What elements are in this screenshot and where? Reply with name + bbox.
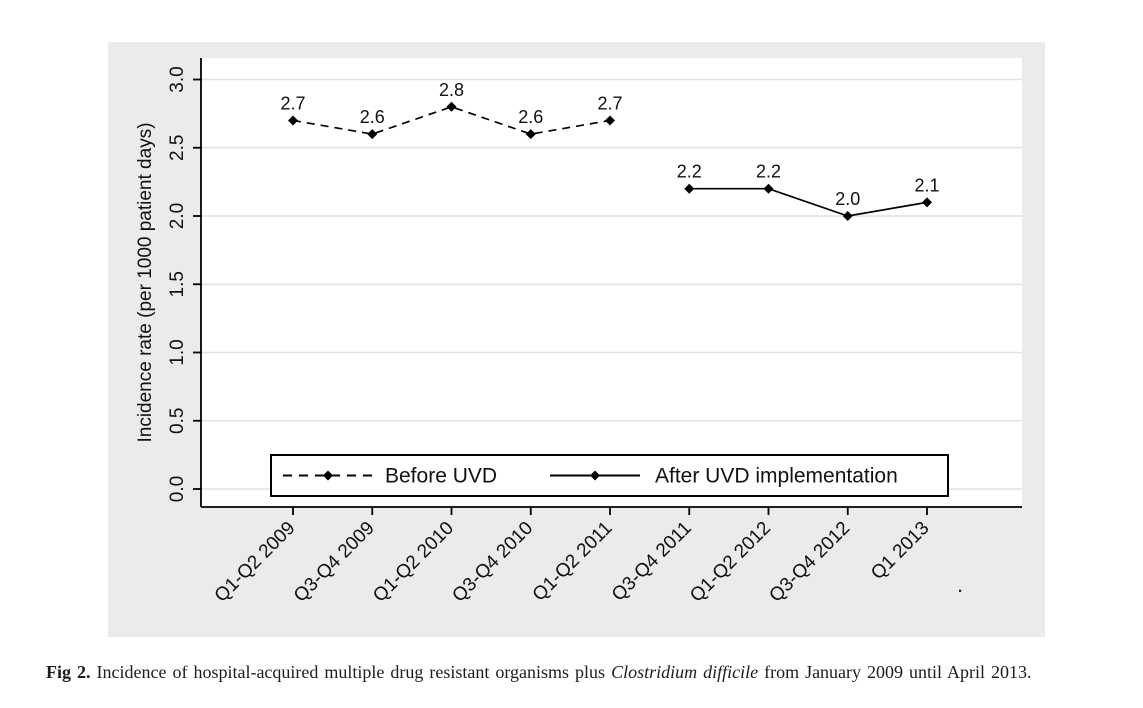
x-tick-label: Q1-Q2 2011 — [529, 518, 617, 606]
x-tick-label: Q1-Q2 2012 — [686, 518, 775, 607]
caption-text-before-italic: Incidence of hospital-acquired multiple … — [96, 662, 606, 682]
data-point-marker — [842, 211, 853, 221]
data-point-label: 2.7 — [597, 93, 622, 113]
data-point-label: 2.6 — [360, 107, 385, 127]
x-tick-label: Q1-Q2 2010 — [369, 518, 458, 607]
y-tick-label: 0.5 — [167, 408, 188, 434]
legend-label-after-uvd: After UVD implementation — [655, 465, 898, 488]
legend-marker-after — [590, 470, 600, 481]
y-tick-label: 2.5 — [167, 135, 188, 161]
data-point-marker — [367, 129, 378, 140]
series-line-solid — [689, 187, 928, 217]
chart-canvas: 0.0 0.5 1.0 1.5 2.0 2.5 3.0 Incidence rate (per… — [135, 58, 1022, 607]
x-tick-label: Q1-Q2 2009 — [211, 518, 300, 607]
y-tick-label: 1.0 — [167, 339, 188, 365]
data-point-marker — [922, 197, 932, 208]
data-point-label: 2.1 — [914, 175, 939, 195]
data-point-marker — [446, 101, 457, 112]
data-point-marker — [288, 115, 298, 126]
y-tick-label: 3.0 — [167, 66, 188, 92]
x-tick-label: Q1 2013 — [867, 518, 933, 584]
x-tick-label: Q3-Q4 2009 — [290, 518, 379, 607]
legend-label-before-uvd: Before UVD — [385, 465, 497, 488]
legend-marker-before — [323, 470, 333, 481]
data-point-label: 2.8 — [439, 80, 464, 100]
stray-dot: . — [957, 572, 964, 597]
data-point-marker — [605, 115, 615, 126]
legend-box — [270, 454, 949, 497]
caption-text-after-italic: from January 2009 until April 2013. — [764, 662, 1032, 682]
data-point-label: 2.2 — [756, 162, 781, 182]
x-tick-label: Q3-Q4 2010 — [448, 518, 537, 607]
y-tick-label: 2.0 — [167, 203, 188, 229]
caption-organism-name: Clostridium difficile — [611, 662, 759, 682]
x-tick-label: Q3-Q4 2011 — [608, 518, 696, 606]
data-point-label: 2.0 — [835, 189, 860, 209]
y-tick-label: 1.5 — [167, 271, 188, 297]
data-point-label: 2.7 — [280, 93, 305, 113]
y-tick-label: 0.0 — [167, 476, 188, 502]
x-tick-label: Q3-Q4 2012 — [765, 518, 854, 607]
data-point-label: 2.2 — [677, 162, 702, 182]
data-point-label: 2.6 — [518, 107, 543, 127]
data-point-marker — [763, 183, 774, 194]
data-point-marker — [684, 183, 695, 194]
data-point-marker — [525, 129, 536, 140]
plot-area — [201, 58, 1022, 507]
y-axis-title: Incidence rate (per 1000 patient days) — [135, 122, 156, 442]
chart-figure: 0.0 0.5 1.0 1.5 2.0 2.5 3.0 Incidence rate (per… — [108, 42, 1045, 637]
caption-figure-label: Fig 2. — [46, 662, 91, 682]
figure-caption: Fig 2. Incidence of hospital-acquired mu… — [46, 661, 1121, 684]
